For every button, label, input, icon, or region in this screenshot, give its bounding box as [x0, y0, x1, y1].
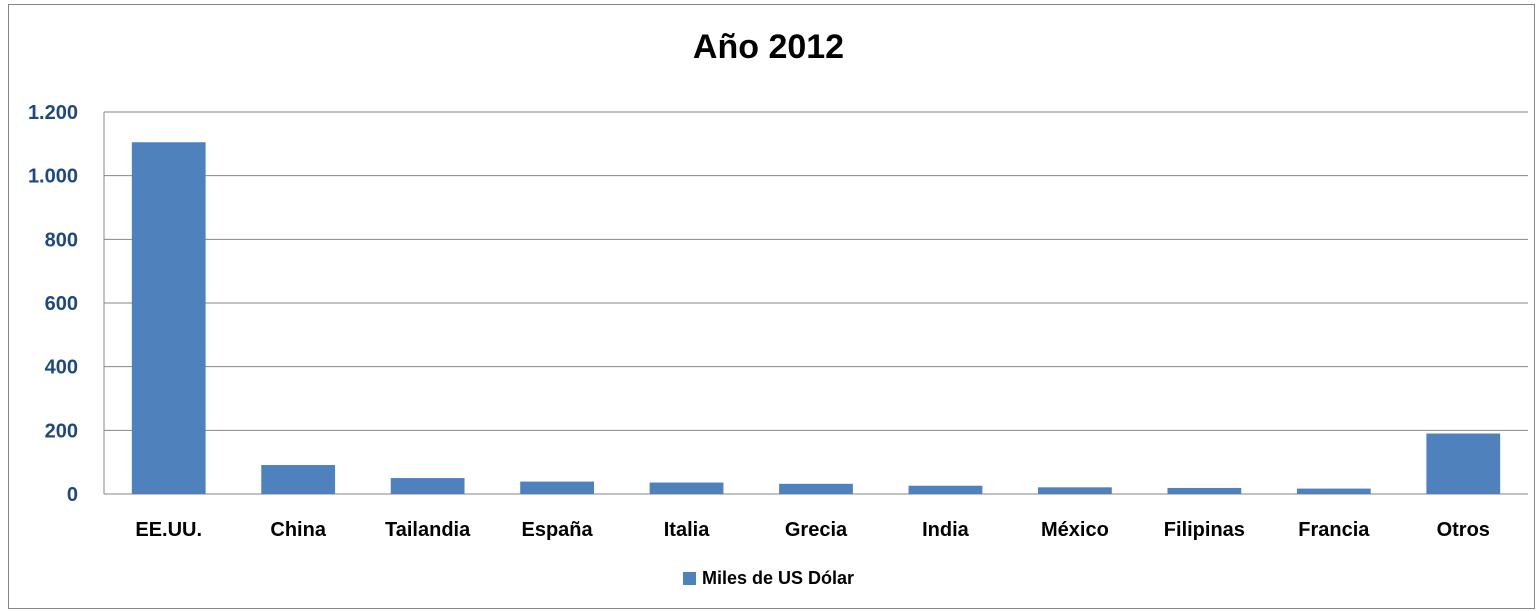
- y-tick-label: 200: [45, 420, 78, 442]
- y-tick-label: 1.200: [28, 102, 78, 124]
- bar: [261, 465, 336, 494]
- x-tick-label: India: [922, 519, 970, 541]
- bar: [1038, 487, 1112, 494]
- legend-label: Miles de US Dólar: [701, 568, 855, 588]
- x-tick-label: Italia: [664, 519, 710, 541]
- x-tick-label: España: [522, 519, 594, 541]
- bars: [131, 142, 1501, 494]
- legend: Miles de US Dólar: [0, 568, 1537, 589]
- x-tick-label: Otros: [1437, 519, 1490, 541]
- y-tick-label: 400: [45, 357, 78, 379]
- x-tick-label: Filipinas: [1164, 519, 1245, 541]
- x-tick-label: Tailandia: [385, 519, 471, 541]
- x-tick-label: México: [1041, 519, 1109, 541]
- bar: [520, 481, 594, 494]
- gridlines: [103, 111, 1528, 495]
- bar: [649, 482, 724, 494]
- legend-swatch: [682, 572, 696, 585]
- bar: [908, 485, 983, 494]
- x-tick-label: Grecia: [785, 519, 848, 541]
- y-tick-label: 1.000: [28, 166, 78, 188]
- bar: [1167, 487, 1242, 494]
- x-tick-label: EE.UU.: [135, 519, 202, 541]
- y-axis-ticks: 0 200 400 600 800 1.000 1.200: [28, 102, 78, 506]
- chart-title: Año 2012: [692, 28, 845, 66]
- bar: [779, 483, 853, 494]
- x-tick-label: Francia: [1298, 519, 1370, 541]
- x-tick-label: China: [270, 519, 326, 541]
- bar: [390, 478, 465, 494]
- bar: [1296, 488, 1371, 494]
- chart-frame: [8, 4, 1535, 609]
- y-tick-label: 800: [45, 229, 78, 251]
- bar: [131, 142, 206, 494]
- x-axis-ticks: EE.UU. China Tailandia España Italia Grecia In…: [135, 519, 1490, 541]
- bar: [1426, 433, 1501, 494]
- y-tick-label: 0: [67, 484, 78, 506]
- y-tick-label: 600: [45, 293, 78, 315]
